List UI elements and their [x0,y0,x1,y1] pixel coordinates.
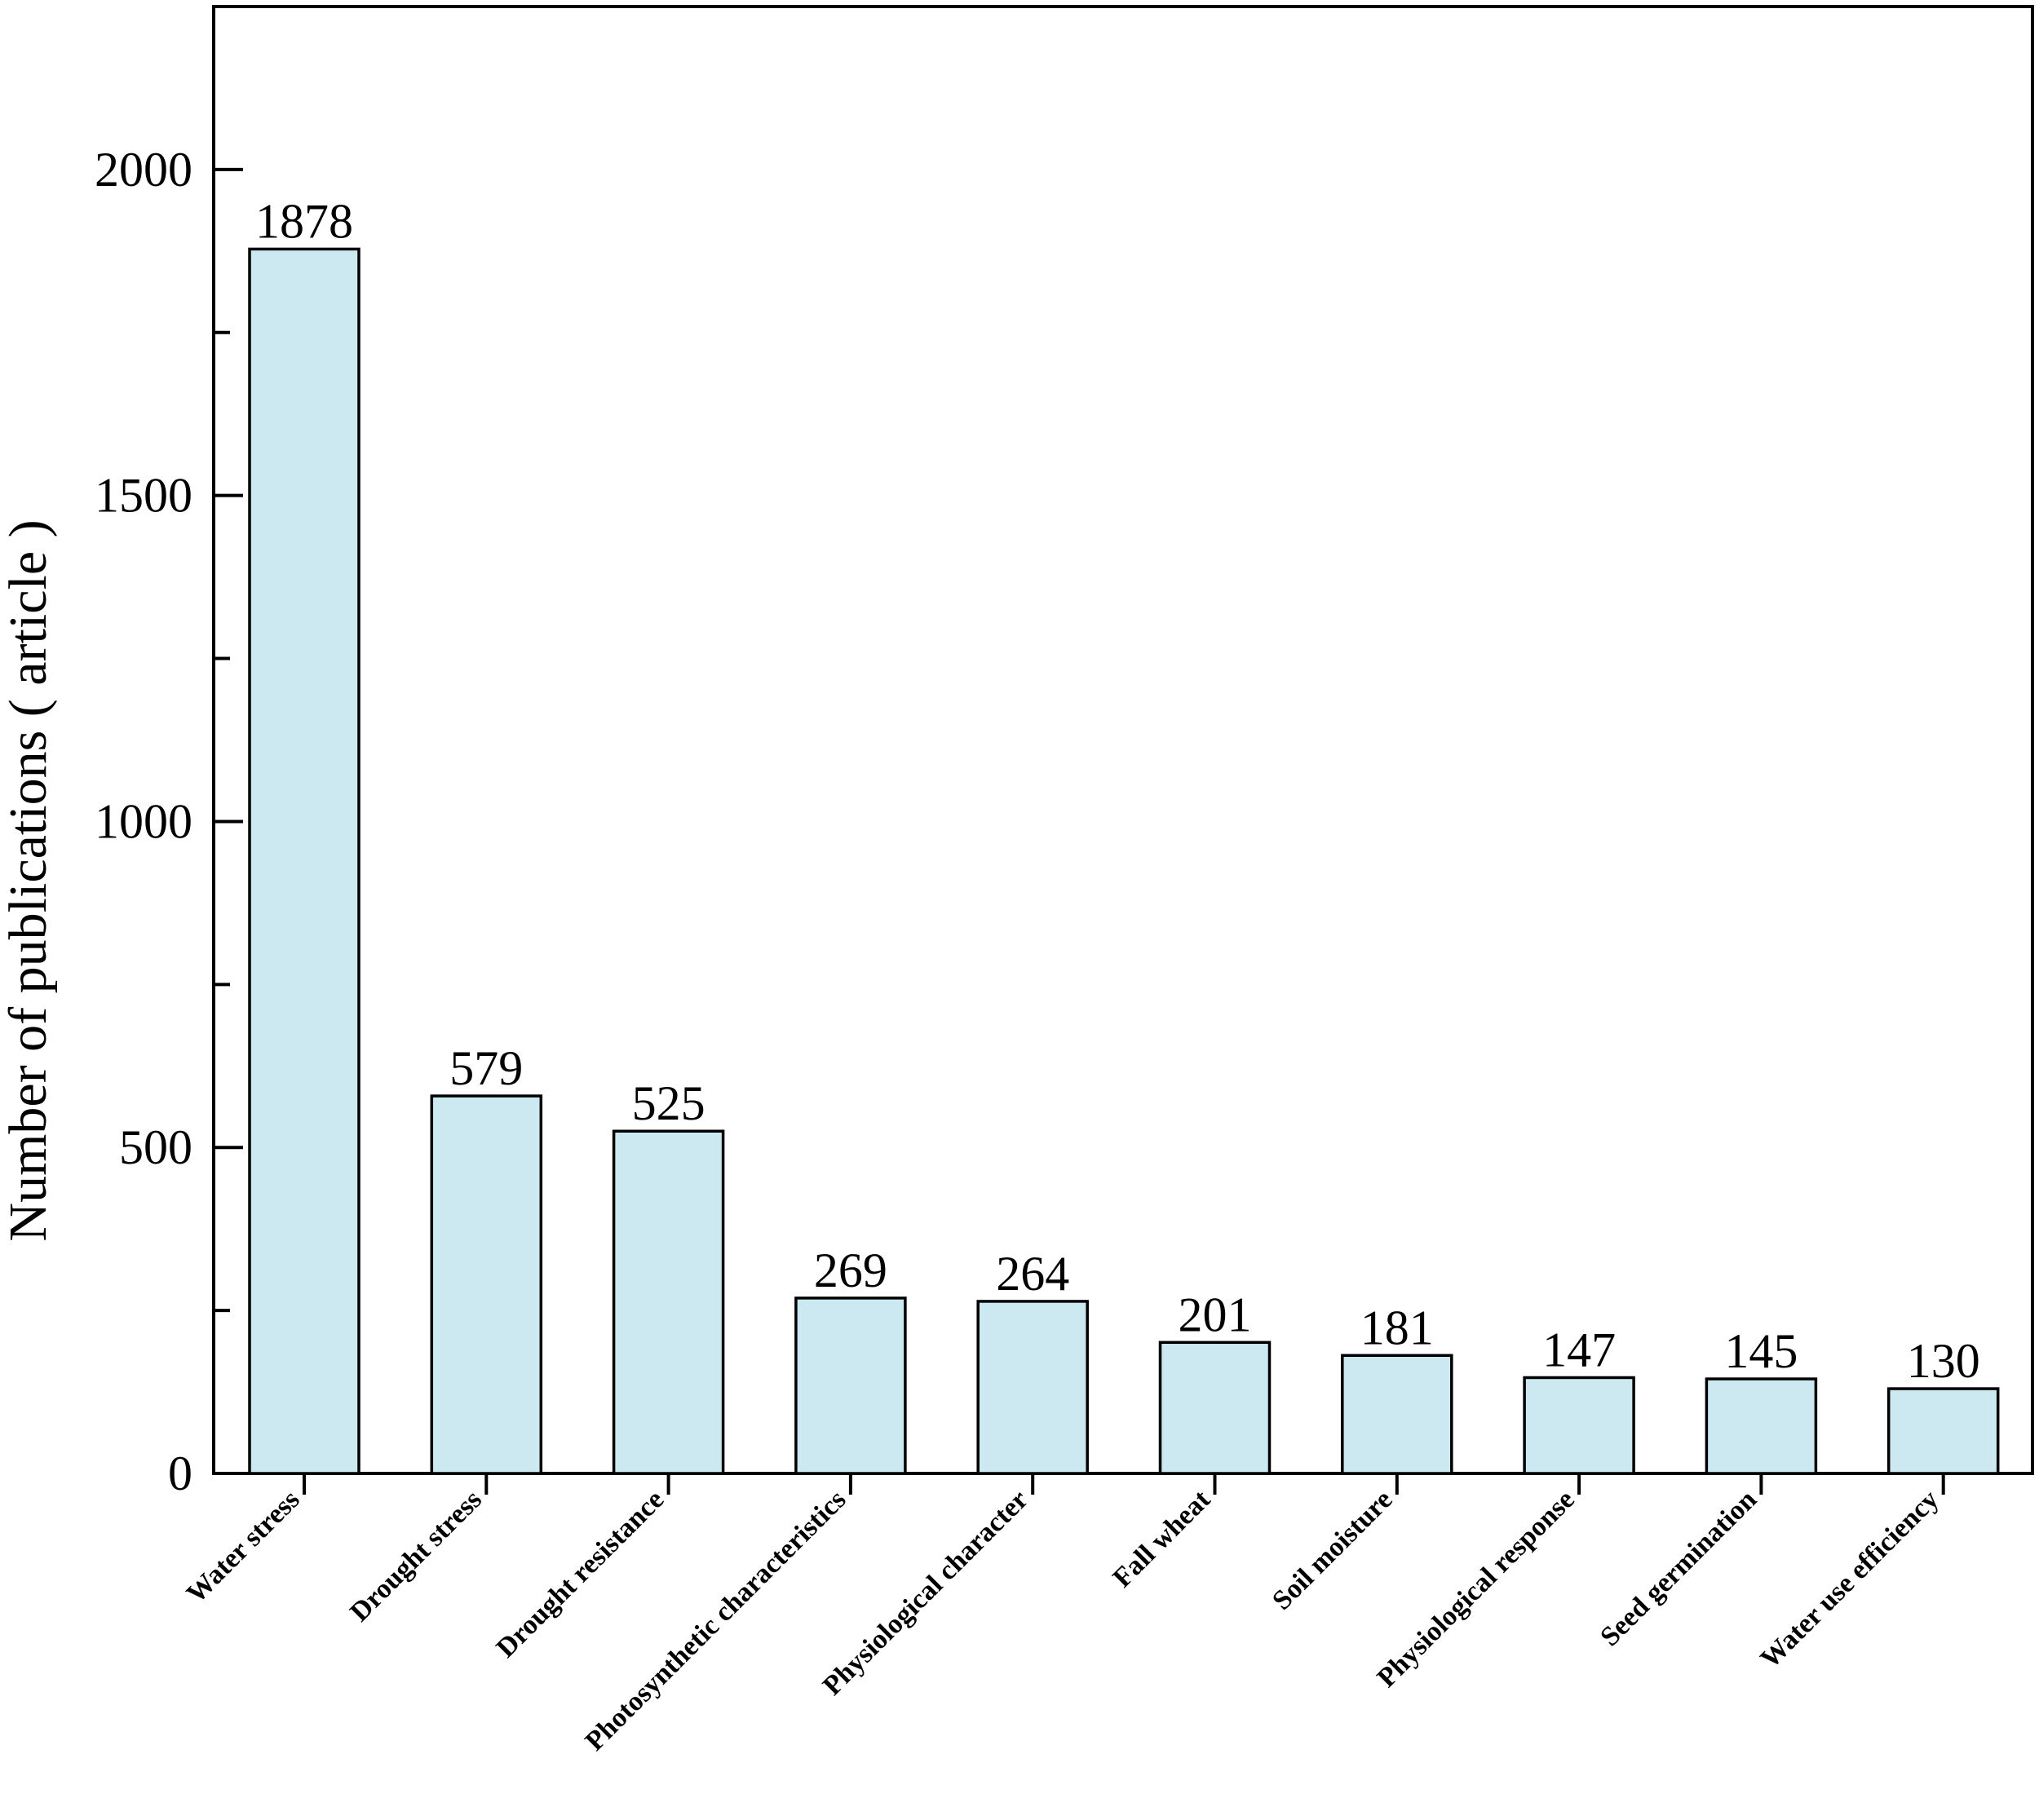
data-label: 269 [814,1244,887,1297]
bar [248,247,360,1475]
bar [430,1094,543,1475]
bar [1705,1377,1818,1475]
data-label: 181 [1360,1301,1434,1354]
data-label: 1878 [255,194,353,248]
data-label: 147 [1542,1323,1616,1376]
bar [794,1297,907,1475]
y-tick-label: 1500 [95,469,192,523]
data-label: 264 [996,1247,1069,1301]
bar [1886,1387,2000,1475]
x-category-label: Drought stress [344,1484,488,1628]
y-axis-title: Number of publications ( article ) [0,519,58,1241]
x-category-label: Water stress [181,1484,306,1609]
x-category-label: Drought resistance [491,1484,670,1663]
bar [612,1129,725,1475]
y-tick-label: 0 [168,1447,192,1500]
plot-border [212,5,2034,1475]
y-axis: 0 500 1000 1500 2000 [95,5,243,1500]
x-category-label: Fall wheat [1107,1484,1216,1593]
x-category-label: Soil moisture [1267,1484,1398,1615]
data-label: 145 [1724,1324,1798,1378]
x-category-label: Physiological character [817,1484,1034,1701]
bars [248,247,2000,1475]
y-tick-label: 2000 [95,143,192,197]
bar [1158,1341,1272,1475]
x-category-label: Seed germination [1594,1484,1763,1652]
data-label: 525 [632,1076,705,1130]
y-tick-label: 500 [119,1120,192,1174]
category-labels: Water stress Drought stress Drought resist… [181,1484,1945,1756]
data-label: 130 [1907,1334,1980,1388]
data-label: 201 [1179,1288,1252,1341]
bar [1341,1354,1453,1475]
data-label: 579 [449,1041,523,1095]
x-category-label: Water use efficiency [1755,1484,1945,1674]
x-category-label: Physiological response [1372,1484,1581,1693]
bar [976,1300,1089,1475]
value-labels: 1878 579 525 269 264 201 181 147 145 130 [255,194,1980,1388]
y-tick-label: 1000 [95,794,192,848]
bar [1523,1376,1635,1475]
plot-frame [212,5,2034,1475]
x-axis [303,1473,1945,1495]
